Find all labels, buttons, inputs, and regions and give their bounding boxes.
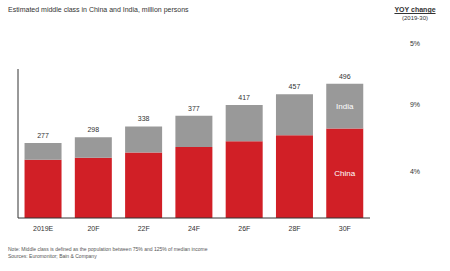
html-text:9%: 9% [409,101,421,109]
svg-text:India: India [336,102,354,111]
html-text:Note: Middle class is defined: Note: Middle class is defined as the pop… [8,246,208,252]
html-text:5%: 5% [409,39,421,47]
html-text:(2019-30): (2019-30) [402,15,428,21]
svg-text:377: 377 [188,105,200,112]
svg-text:20F: 20F [87,225,99,232]
html-text:4%: 4% [409,168,421,176]
svg-text:26F: 26F [238,225,250,232]
svg-text:28F: 28F [289,225,301,232]
svg-text:22F: 22F [138,225,150,232]
svg-text:277: 277 [37,132,49,139]
svg-text:24F: 24F [188,225,200,232]
svg-text:338: 338 [138,115,150,122]
svg-text:496: 496 [339,73,351,80]
svg-text:30F: 30F [339,225,351,232]
html-text:Estimated middle class in Chin: Estimated middle class in China and Indi… [8,6,189,13]
svg-text:298: 298 [87,126,99,133]
html-text:YOY change: YOY change [394,6,436,13]
html-text:Sources: Euromonitor; Bain & C: Sources: Euromonitor; Bain & Company [8,253,97,259]
svg-text:457: 457 [289,83,301,90]
svg-text:417: 417 [238,94,250,101]
svg-text:2019E: 2019E [33,225,54,232]
svg-text:China: China [334,169,355,178]
